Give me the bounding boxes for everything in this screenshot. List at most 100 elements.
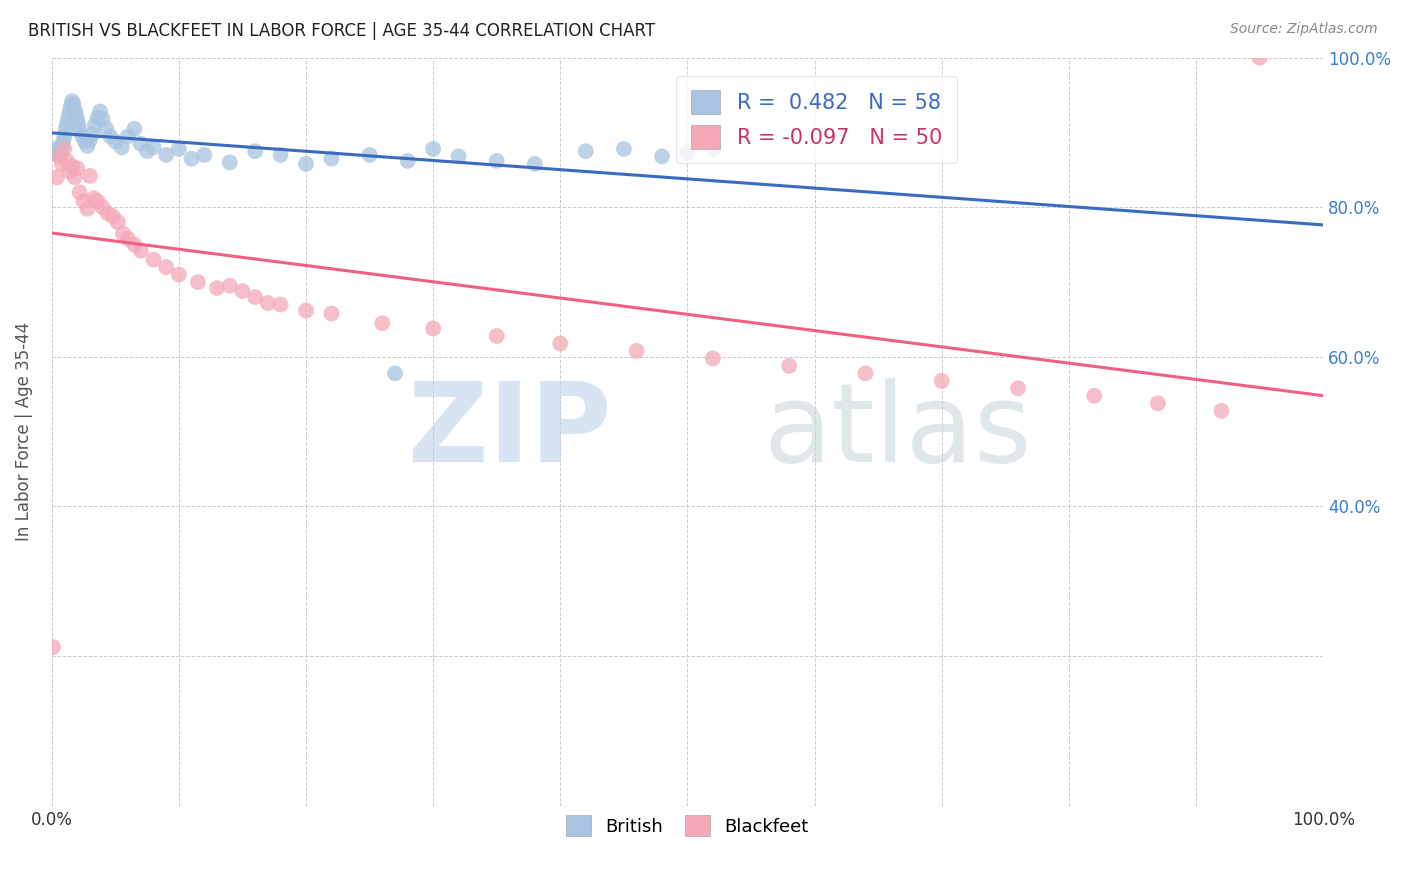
Point <box>65 107 87 121</box>
Point <box>651 149 673 163</box>
Text: ZIP: ZIP <box>408 378 612 485</box>
Point <box>257 296 280 310</box>
Point <box>72 129 94 144</box>
Point <box>243 144 266 158</box>
Point <box>91 200 114 214</box>
Point <box>359 148 381 162</box>
Point <box>76 139 98 153</box>
Point <box>129 244 152 258</box>
Point <box>155 260 177 274</box>
Y-axis label: In Labor Force | Age 35-44: In Labor Force | Age 35-44 <box>15 322 32 541</box>
Point <box>396 153 419 168</box>
Point <box>295 303 318 318</box>
Point <box>167 268 190 282</box>
Point <box>86 194 108 209</box>
Point <box>82 127 104 141</box>
Point <box>67 118 90 132</box>
Point <box>84 118 107 132</box>
Point <box>626 343 648 358</box>
Point <box>48 148 70 162</box>
Point <box>371 316 394 330</box>
Point <box>702 351 724 366</box>
Point <box>52 135 75 149</box>
Point <box>613 142 636 156</box>
Point <box>79 133 101 147</box>
Point <box>702 142 724 156</box>
Point <box>485 153 508 168</box>
Point <box>89 104 111 119</box>
Point <box>422 142 444 156</box>
Point <box>575 144 598 158</box>
Point <box>142 140 165 154</box>
Point <box>295 157 318 171</box>
Point <box>59 99 82 113</box>
Point <box>56 116 79 130</box>
Point <box>1147 396 1170 410</box>
Point <box>931 374 953 388</box>
Point <box>111 227 134 241</box>
Text: Source: ZipAtlas.com: Source: ZipAtlas.com <box>1230 22 1378 37</box>
Point <box>48 149 70 163</box>
Point <box>321 306 343 320</box>
Point <box>62 97 84 112</box>
Point <box>778 359 800 373</box>
Point <box>1211 403 1233 417</box>
Point <box>422 321 444 335</box>
Point <box>83 191 105 205</box>
Point <box>73 135 96 149</box>
Point <box>193 148 215 162</box>
Point <box>270 148 292 162</box>
Point <box>321 152 343 166</box>
Point <box>180 152 202 166</box>
Point <box>107 215 129 229</box>
Point <box>56 153 79 168</box>
Point <box>63 170 86 185</box>
Point <box>523 157 546 171</box>
Point <box>155 148 177 162</box>
Point <box>117 232 139 246</box>
Legend: British, Blackfeet: British, Blackfeet <box>557 806 818 846</box>
Text: atlas: atlas <box>763 378 1032 485</box>
Point <box>101 209 124 223</box>
Point <box>187 275 209 289</box>
Point <box>218 278 240 293</box>
Point <box>79 169 101 183</box>
Point <box>129 136 152 151</box>
Point <box>58 104 80 119</box>
Point <box>104 135 127 149</box>
Text: BRITISH VS BLACKFEET IN LABOR FORCE | AGE 35-44 CORRELATION CHART: BRITISH VS BLACKFEET IN LABOR FORCE | AG… <box>28 22 655 40</box>
Point <box>384 367 406 381</box>
Point <box>49 144 72 158</box>
Point <box>1249 51 1271 65</box>
Point <box>218 155 240 169</box>
Point <box>72 194 94 209</box>
Point <box>44 142 66 156</box>
Point <box>53 142 76 156</box>
Point <box>142 252 165 267</box>
Point <box>96 121 118 136</box>
Point <box>42 640 65 654</box>
Point <box>45 146 67 161</box>
Point <box>243 290 266 304</box>
Point <box>63 103 86 117</box>
Point <box>231 284 253 298</box>
Point <box>58 164 80 178</box>
Point <box>97 206 120 220</box>
Point <box>124 121 146 136</box>
Point <box>51 139 73 153</box>
Point <box>855 367 877 381</box>
Point <box>60 159 83 173</box>
Point <box>117 129 139 144</box>
Point <box>676 146 699 161</box>
Point <box>53 129 76 144</box>
Point <box>69 124 91 138</box>
Point <box>485 329 508 343</box>
Point <box>86 111 108 125</box>
Point <box>69 186 91 200</box>
Point <box>66 112 89 126</box>
Point <box>1083 389 1105 403</box>
Point <box>45 170 67 185</box>
Point <box>91 112 114 126</box>
Point <box>51 157 73 171</box>
Point <box>136 144 159 158</box>
